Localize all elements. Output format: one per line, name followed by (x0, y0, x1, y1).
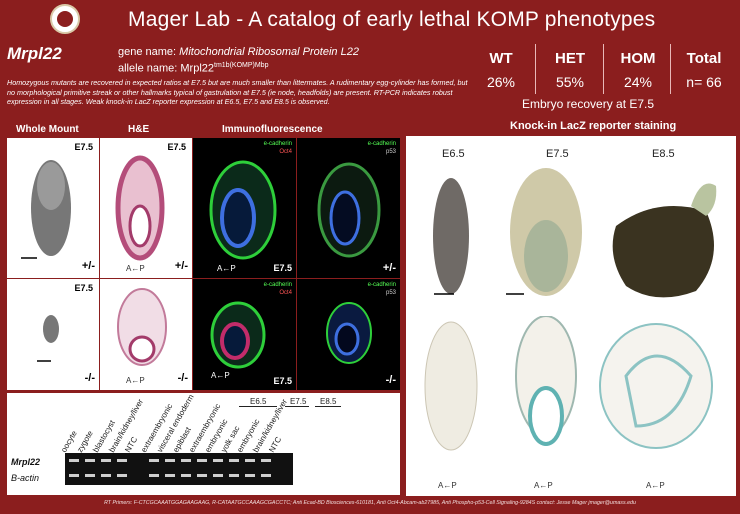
he-het: E7.5 A←P +/- (100, 138, 193, 279)
stage-label: E7.5 (273, 376, 292, 386)
genotype-label: -/- (84, 372, 95, 384)
allele-name-line: allele name: Mrpl22tm1b(KOMP)Mbp (118, 62, 268, 75)
p53-label: p53 (385, 149, 396, 155)
stat-header-hom: HOM (620, 50, 656, 67)
lacz-stage-e75: E7.5 (546, 148, 569, 160)
lacz-panel: E6.5 E7.5 E8.5 A←P A←P A←P (406, 136, 736, 496)
lacz-wholemount-images (433, 168, 717, 298)
gel-stage-e75: E7.5 (290, 397, 307, 406)
genotype-label: +/- (174, 260, 188, 272)
footer-credits: RT Primers: F-CTCGCAAATGGAGAAGAAG, R-CAT… (104, 500, 636, 506)
rt-pcr-gel-panel: E6.5 E7.5 E8.5 oocyte zygote blastocyst … (7, 393, 400, 495)
section-if: Immunofluorescence (222, 124, 323, 135)
allele-name-value: Mrpl22 (180, 62, 215, 75)
stat-header-total: Total (686, 50, 722, 67)
stage-label: E7.5 (74, 283, 93, 293)
ap-axis-label: A←P (438, 481, 457, 490)
stat-divider (670, 44, 671, 94)
gene-name-label: gene name: (118, 46, 177, 58)
stats-caption: Embryo recovery at E7.5 (522, 97, 655, 111)
if-hom-p53: e-cadherin p53 -/- (297, 279, 400, 390)
gel-lane-label: NTC (123, 435, 140, 454)
stage-label: E7.5 (273, 263, 292, 273)
stat-value-total: n= 66 (686, 74, 722, 90)
stat-value-hom: 24% (623, 74, 653, 90)
ecad-label: e-cadherin (263, 141, 292, 147)
ap-axis-label: A←P (217, 264, 236, 273)
lacz-stage-e85: E8.5 (652, 148, 675, 160)
section-lacz: Knock-in LacZ reporter staining (510, 120, 677, 132)
gel-stage-e65: E6.5 (250, 397, 267, 406)
ap-axis-label: A←P (646, 481, 665, 490)
lacz-stage-e65: E6.5 (442, 148, 465, 160)
ap-axis-label: A←P (126, 264, 145, 273)
genotype-label: +/- (81, 260, 95, 272)
gel-stage-e85: E8.5 (320, 397, 337, 406)
image-grid: E7.5 +/- E7.5 A←P +/- e-cadherin Oct4 A←… (7, 138, 400, 390)
genotype-label: +/- (382, 262, 396, 274)
gel-row-bactin: B-actin (11, 473, 40, 483)
genotype-label: -/- (385, 374, 396, 386)
phenotype-description: Homozygous mutants are recovered in expe… (7, 78, 468, 107)
genotype-label: -/- (177, 372, 188, 384)
stat-value-het: 55% (555, 74, 585, 90)
stat-value-wt: 26% (486, 74, 516, 90)
ecad-label: e-cadherin (367, 141, 396, 147)
stage-label: E7.5 (74, 142, 93, 152)
ecad-label: e-cadherin (263, 282, 292, 288)
gene-name-line: gene name: Mitochondrial Ribosomal Prote… (118, 46, 359, 58)
if-het-merge: e-cadherin Oct4 A←P E7.5 (193, 138, 297, 279)
section-he: H&E (128, 124, 150, 135)
stat-header-wt: WT (489, 50, 513, 67)
wholemount-het: E7.5 +/- (7, 138, 100, 279)
stat-header-het: HET (555, 50, 585, 67)
gene-name-value: Mitochondrial Ribosomal Protein L22 (179, 46, 359, 58)
p53-label: p53 (385, 290, 396, 296)
he-hom: A←P -/- (100, 279, 193, 390)
section-whole-mount: Whole Mount (16, 124, 79, 135)
if-hom-merge: e-cadherin Oct4 A←P E7.5 (193, 279, 297, 390)
ap-axis-label: A←P (211, 371, 230, 380)
stage-label: E7.5 (167, 142, 186, 152)
lacz-section-images (424, 316, 713, 451)
gel-lane-label: NTC (267, 435, 284, 454)
gel-row-mrpl22: Mrpl22 (11, 457, 41, 467)
if-het-p53: e-cadherin p53 +/- (297, 138, 400, 279)
ap-axis-label: A←P (534, 481, 553, 490)
stat-divider (535, 44, 536, 94)
university-seal-logo (50, 4, 80, 34)
ap-axis-label: A←P (126, 376, 145, 385)
gel-image (65, 453, 293, 485)
ecad-label: e-cadherin (367, 282, 396, 288)
oct4-label: Oct4 (279, 290, 292, 296)
allele-superscript: tm1b(KOMP)Mbp (214, 62, 269, 69)
gene-symbol: Mrpl22 (7, 44, 62, 63)
wholemount-hom: E7.5 -/- (7, 279, 100, 390)
oct4-label: Oct4 (279, 149, 292, 155)
allele-name-label: allele name: (118, 62, 178, 75)
page-title: Mager Lab - A catalog of early lethal KO… (128, 8, 656, 31)
stat-divider (603, 44, 604, 94)
